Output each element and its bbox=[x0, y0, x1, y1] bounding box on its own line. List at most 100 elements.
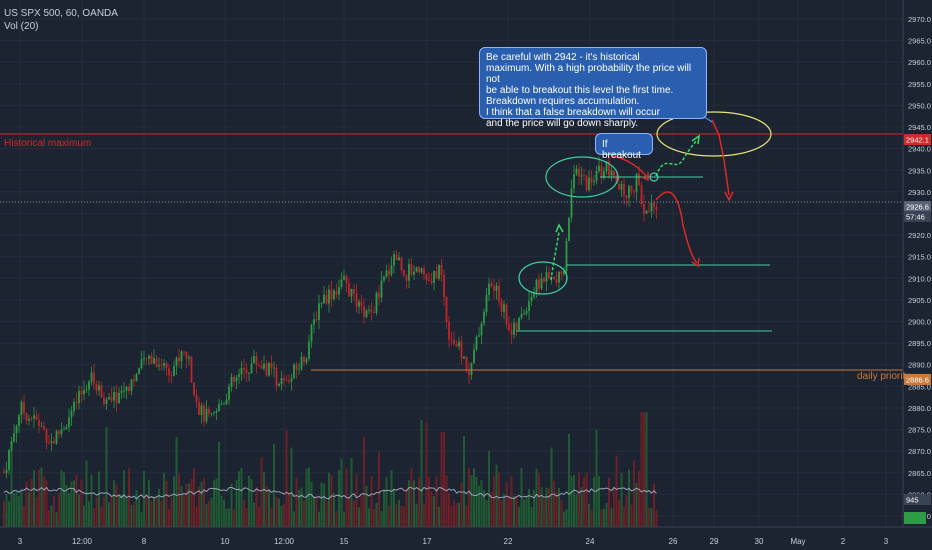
volume-bar bbox=[648, 507, 650, 527]
volume-bar bbox=[368, 508, 370, 527]
volume-bar bbox=[455, 503, 458, 527]
volume-bar bbox=[298, 490, 300, 527]
candle-body bbox=[128, 386, 130, 391]
candle-body bbox=[173, 365, 175, 377]
volume-bar bbox=[128, 468, 130, 527]
candle-body bbox=[188, 356, 190, 359]
volume-bar bbox=[170, 497, 173, 527]
candle-body bbox=[315, 319, 318, 321]
price-axis[interactable]: 2855.02860.02865.02870.02875.02880.02885… bbox=[902, 0, 931, 527]
candle-body bbox=[500, 301, 503, 312]
x-tick-label: 26 bbox=[669, 537, 678, 546]
volume-bar bbox=[68, 493, 70, 527]
candle-body bbox=[510, 330, 513, 335]
volume-bar bbox=[333, 492, 335, 527]
candle-body bbox=[98, 385, 100, 391]
volume-bar bbox=[435, 476, 438, 527]
false-breakout-ellipse[interactable] bbox=[656, 111, 772, 157]
candle-body bbox=[443, 274, 445, 297]
candle-body bbox=[633, 191, 635, 193]
volume-bar bbox=[508, 496, 510, 527]
volume-bar bbox=[618, 499, 620, 527]
candle-body bbox=[118, 392, 120, 403]
candle-body bbox=[390, 265, 393, 275]
y-tick-label: 2910.0 bbox=[908, 274, 931, 283]
candle-body bbox=[93, 372, 95, 385]
candle-body bbox=[110, 397, 113, 401]
candle-body bbox=[360, 301, 363, 307]
candle-body bbox=[535, 279, 538, 293]
volume-bar bbox=[325, 500, 328, 527]
candle-body bbox=[105, 399, 108, 404]
volume-bar bbox=[185, 483, 188, 527]
candle-body bbox=[210, 412, 213, 414]
candle-body bbox=[630, 186, 633, 192]
candle-body bbox=[473, 349, 475, 363]
candle-body bbox=[403, 270, 405, 276]
candle-body bbox=[58, 431, 60, 435]
y-tick-label: 2915.0 bbox=[908, 253, 931, 262]
time-axis[interactable]: 3 12:00 8 10 12:00 15 17 22 24 26 29 30 May 2 3 bbox=[0, 526, 932, 546]
candle-body bbox=[55, 431, 58, 444]
candle-body bbox=[160, 365, 163, 367]
candle-body bbox=[138, 368, 140, 374]
x-tick-label: May bbox=[790, 537, 805, 546]
candle-body bbox=[440, 265, 443, 275]
volume-bar bbox=[320, 482, 323, 527]
volume-bar bbox=[548, 488, 550, 527]
volume-bar bbox=[103, 496, 105, 527]
candle-body bbox=[18, 414, 20, 426]
y-tick-label: 2940.0 bbox=[908, 145, 931, 154]
volume-bar bbox=[75, 474, 78, 527]
candle-body bbox=[495, 285, 498, 291]
candle-body bbox=[178, 357, 180, 362]
volume-bar bbox=[630, 504, 633, 527]
price-tag-box bbox=[904, 211, 931, 223]
historical-maximum-label: Historical maximum bbox=[4, 138, 91, 149]
candle-body bbox=[290, 378, 293, 382]
volume-bar bbox=[278, 498, 280, 527]
accumulation-ellipse-1[interactable] bbox=[518, 261, 568, 295]
volume-bar bbox=[498, 472, 500, 527]
candle-body bbox=[308, 341, 310, 359]
candle-body bbox=[268, 362, 270, 376]
volume-bar bbox=[223, 499, 225, 527]
candle-body bbox=[540, 278, 543, 289]
price-tag-label: 2926.6 bbox=[906, 203, 929, 212]
volume-bar bbox=[118, 494, 120, 527]
candle-body bbox=[498, 285, 500, 302]
candle-body bbox=[320, 303, 323, 305]
y-tick-label: 2950.0 bbox=[908, 101, 931, 110]
volume-bar bbox=[165, 480, 168, 527]
volume-bar bbox=[580, 487, 583, 527]
volume-bar bbox=[138, 498, 140, 527]
volume-bar bbox=[540, 487, 543, 527]
breakout-point-marker[interactable] bbox=[649, 172, 659, 182]
daily-priority-label: daily priority bbox=[857, 371, 910, 382]
volume-bar bbox=[450, 505, 453, 527]
volume-bar bbox=[598, 476, 600, 527]
volume-bar bbox=[563, 511, 565, 527]
volume-bar bbox=[5, 493, 8, 527]
volume-bar bbox=[60, 470, 63, 527]
candle-body bbox=[650, 202, 653, 212]
volume-bar bbox=[440, 432, 443, 527]
y-tick-label: 2900.0 bbox=[908, 318, 931, 327]
volume-bar bbox=[595, 429, 598, 527]
volume-bar bbox=[195, 506, 198, 527]
analysis-note-callout[interactable]: Be careful with 2942 - it's historical m… bbox=[479, 47, 707, 129]
volume-bar bbox=[385, 477, 388, 527]
if-breakout-callout[interactable]: If breakout bbox=[595, 133, 653, 161]
volume-bar bbox=[518, 506, 520, 527]
candle-body bbox=[568, 217, 570, 241]
volume-bar bbox=[625, 495, 628, 527]
candle-body bbox=[230, 376, 233, 387]
candle-body bbox=[15, 425, 18, 434]
candle-body bbox=[143, 357, 145, 360]
x-tick-label: 2 bbox=[841, 537, 846, 546]
volume-bar bbox=[370, 475, 373, 527]
x-tick-label: 8 bbox=[142, 537, 147, 546]
candle-body bbox=[135, 373, 138, 382]
accumulation-ellipse-2[interactable] bbox=[545, 156, 619, 198]
